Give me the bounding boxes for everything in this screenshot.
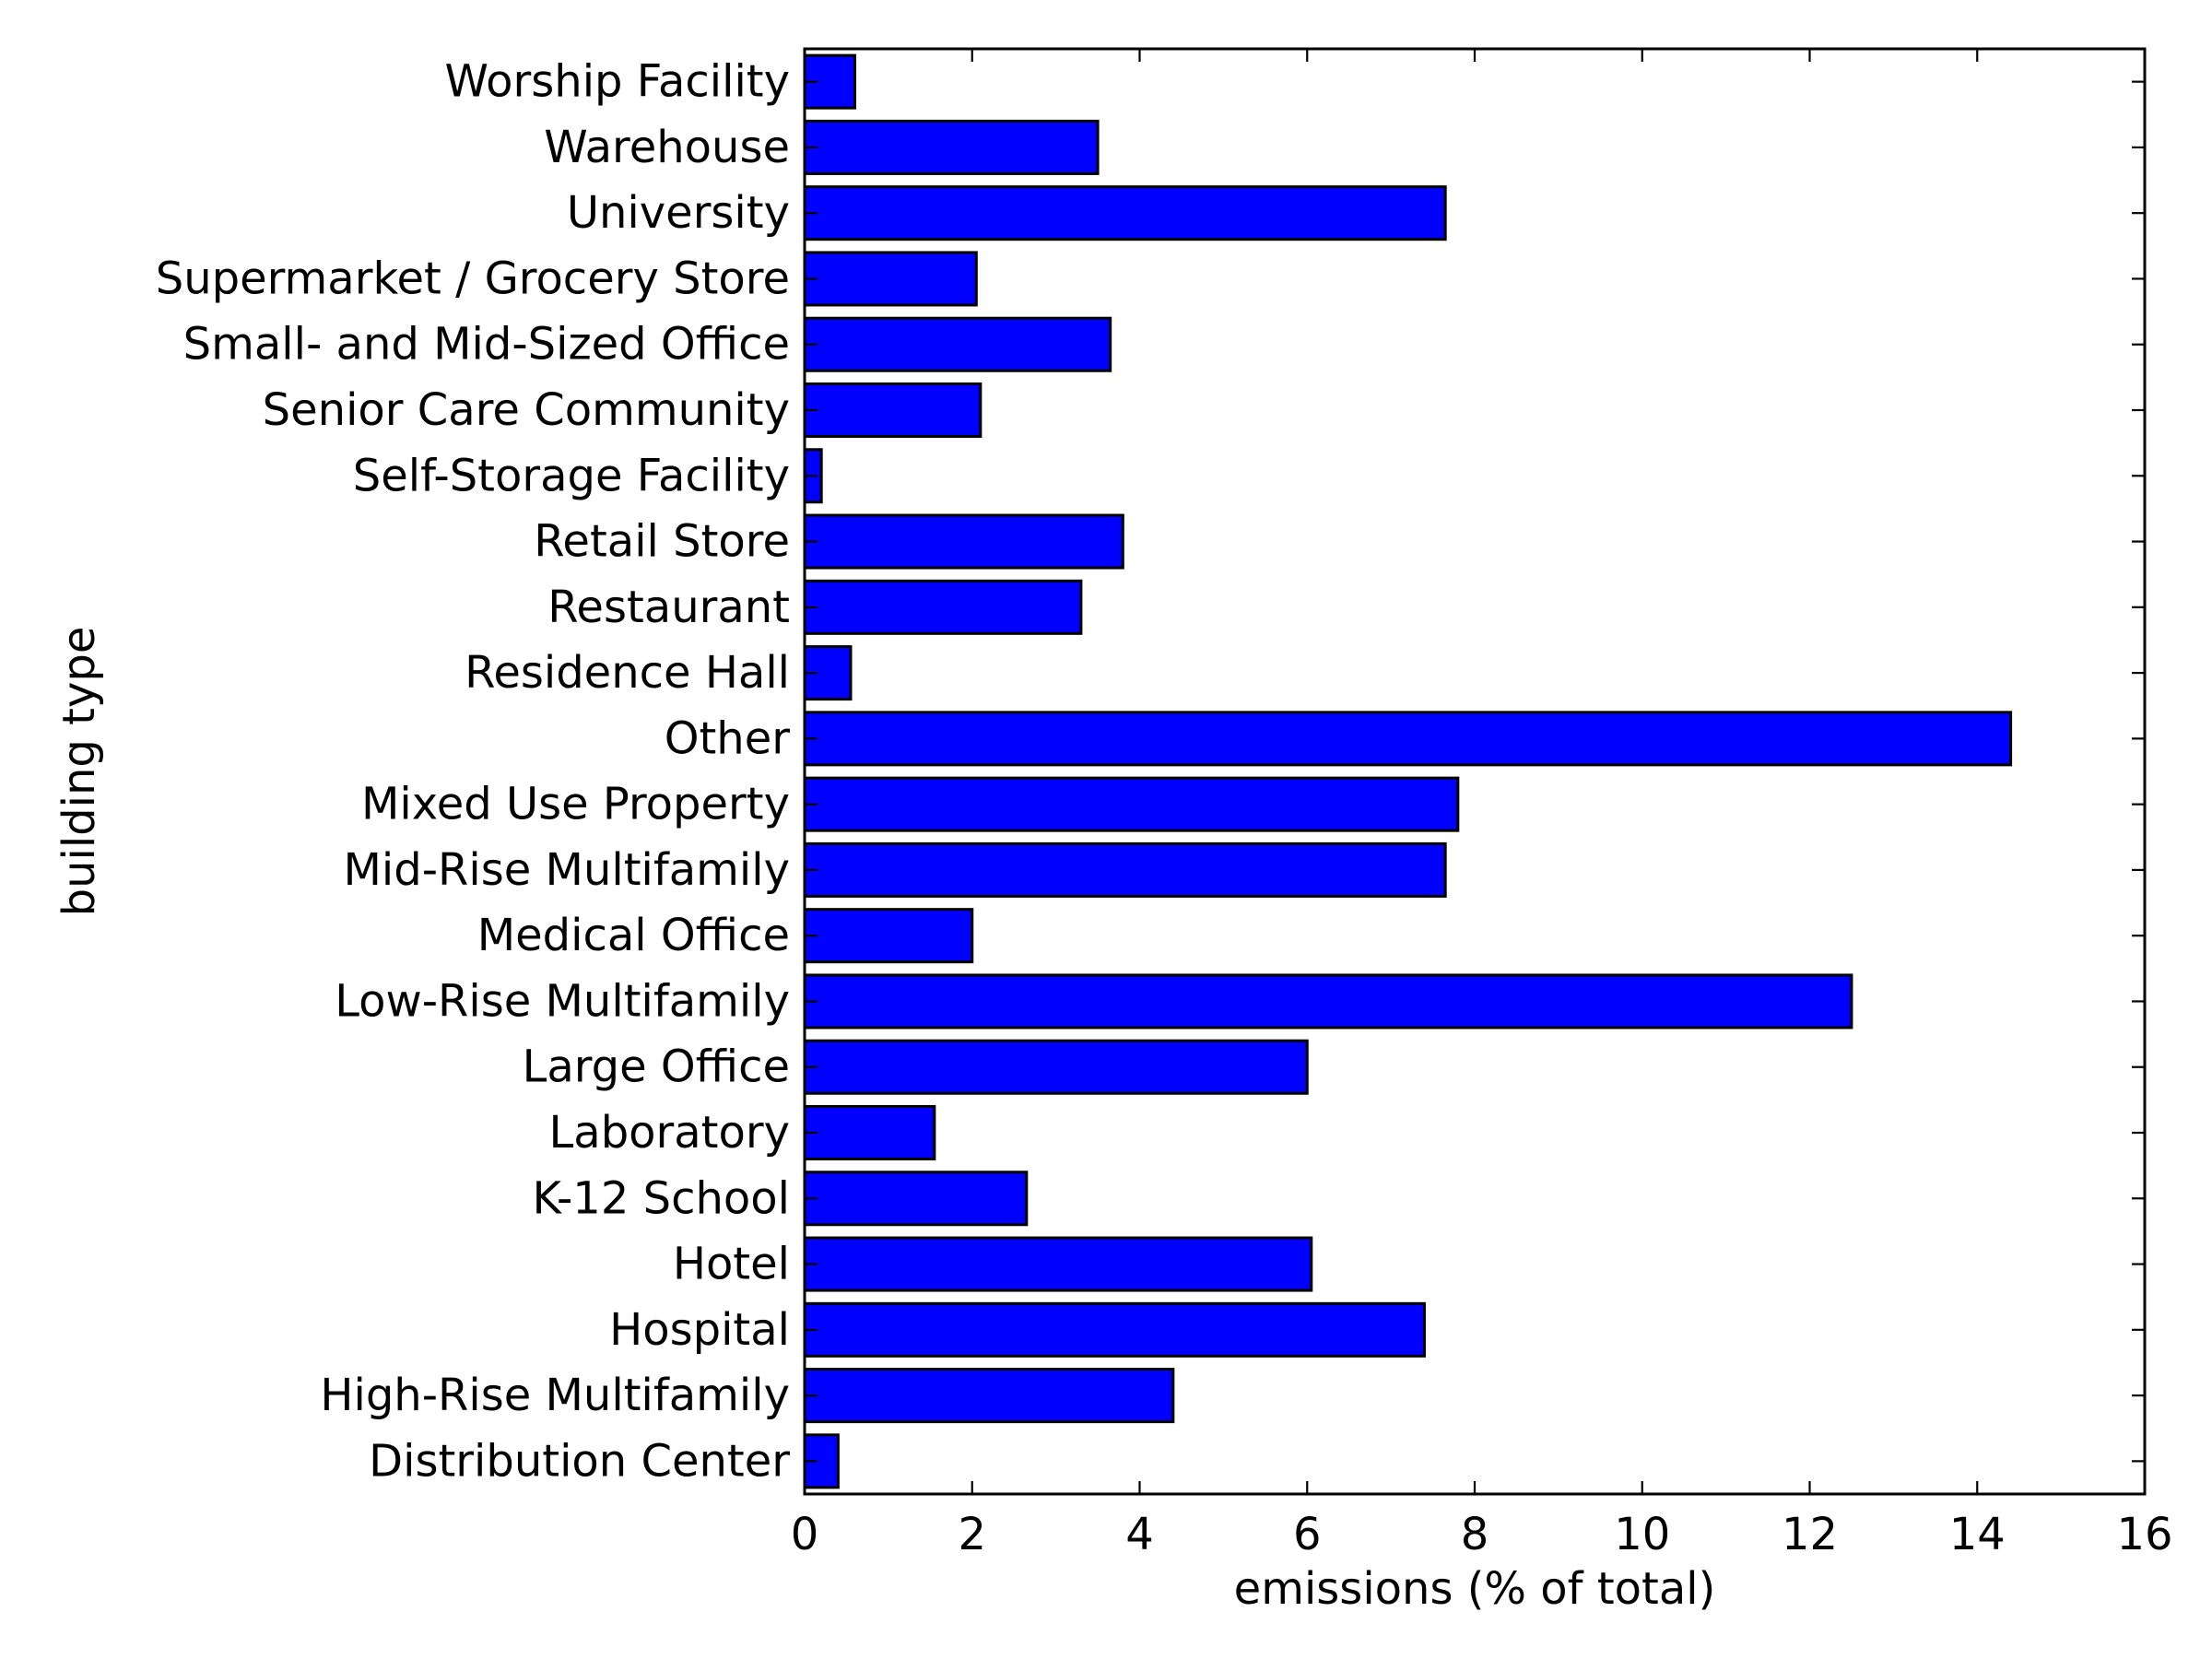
bar-supermarket-grocery-store bbox=[803, 251, 978, 307]
bar-other bbox=[803, 711, 2013, 767]
y-axis-label: building type bbox=[53, 627, 105, 917]
y-tick-label: Mid-Rise Multifamily bbox=[344, 844, 791, 896]
y-tick-label: Senior Care Community bbox=[263, 384, 790, 436]
x-tick-label: 16 bbox=[2116, 1509, 2172, 1560]
y-tick-label: Low-Rise Multifamily bbox=[335, 975, 790, 1027]
y-tick-label: Residence Hall bbox=[465, 647, 790, 699]
bar-k-12-school bbox=[803, 1171, 1029, 1227]
y-tick-label: Hospital bbox=[609, 1304, 790, 1356]
bar-medical-office bbox=[803, 908, 974, 964]
bar-restaurant bbox=[803, 579, 1083, 635]
y-tick-label: Distribution Center bbox=[369, 1435, 790, 1487]
bars-group bbox=[803, 53, 2013, 1489]
bar-mid-rise-multifamily bbox=[803, 841, 1447, 898]
bar-senior-care-community bbox=[803, 382, 982, 439]
y-tick-label: Warehouse bbox=[544, 122, 790, 173]
x-tick-label: 10 bbox=[1614, 1509, 1670, 1560]
bar-laboratory bbox=[803, 1104, 936, 1161]
x-tick-label: 8 bbox=[1461, 1509, 1489, 1560]
bar-small-and-mid-sized-office bbox=[803, 316, 1112, 372]
y-tick-label: University bbox=[567, 187, 790, 239]
bar-large-office bbox=[803, 1039, 1309, 1095]
bar-retail-store bbox=[803, 513, 1124, 570]
bar-hospital bbox=[803, 1301, 1426, 1358]
x-tick-label: 12 bbox=[1782, 1509, 1838, 1560]
plot-frame bbox=[803, 47, 2147, 1496]
x-tick-label: 6 bbox=[1293, 1509, 1322, 1560]
y-tick-label: Mixed Use Property bbox=[361, 779, 790, 830]
y-tick-label: Hotel bbox=[673, 1239, 790, 1290]
bar-mixed-use-property bbox=[803, 776, 1460, 832]
y-tick-label: Medical Office bbox=[477, 910, 790, 961]
x-ticks-group: 0 2 4 6 8 10 12 14 16 bbox=[791, 49, 2173, 1560]
y-tick-label: Self-Storage Facility bbox=[353, 450, 790, 501]
y-tick-label: Other bbox=[665, 712, 791, 764]
x-tick-label: 14 bbox=[1949, 1509, 2006, 1560]
y-tick-label: Supermarket / Grocery Store bbox=[156, 253, 790, 304]
y-ticks-group: Distribution Center High-Rise Multifamily… bbox=[156, 56, 2145, 1487]
y-tick-label: High-Rise Multifamily bbox=[320, 1370, 790, 1421]
y-tick-label: Retail Store bbox=[534, 516, 790, 568]
bar-high-rise-multifamily bbox=[803, 1368, 1175, 1424]
x-tick-label: 0 bbox=[791, 1509, 819, 1560]
y-tick-label: K-12 School bbox=[533, 1172, 790, 1224]
x-axis-label: emissions (% of total) bbox=[1234, 1563, 1716, 1615]
x-tick-label: 4 bbox=[1125, 1509, 1154, 1560]
bar-low-rise-multifamily bbox=[803, 973, 1853, 1030]
bar-university bbox=[803, 185, 1447, 241]
y-tick-label: Small- and Mid-Sized Office bbox=[183, 319, 790, 371]
y-tick-label: Worship Facility bbox=[445, 56, 790, 108]
x-tick-label: 2 bbox=[958, 1509, 986, 1560]
y-tick-label: Restaurant bbox=[547, 582, 790, 633]
bar-hotel bbox=[803, 1236, 1313, 1292]
y-tick-label: Laboratory bbox=[549, 1107, 790, 1159]
y-tick-label: Large Office bbox=[523, 1041, 790, 1093]
bar-warehouse bbox=[803, 119, 1100, 175]
